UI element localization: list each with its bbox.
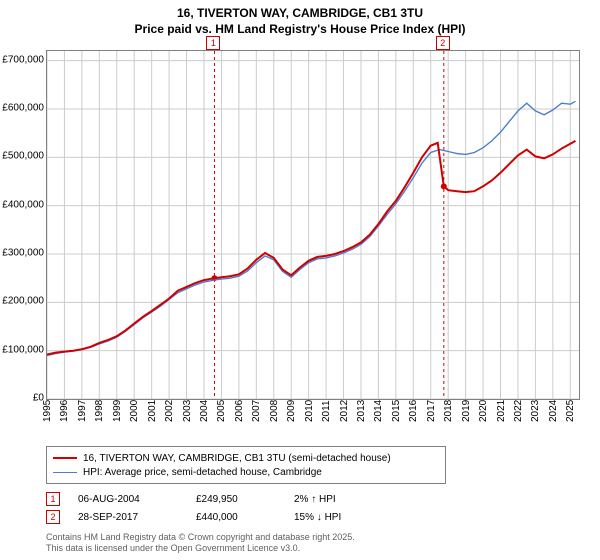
x-tick-label: 2015: [391, 400, 402, 422]
legend-swatch: [53, 457, 77, 459]
event-row: 1 06-AUG-2004 £249,950 2% ↑ HPI: [46, 490, 394, 508]
event-row: 2 28-SEP-2017 £440,000 15% ↓ HPI: [46, 508, 394, 526]
legend-label: 16, TIVERTON WAY, CAMBRIDGE, CB1 3TU (se…: [83, 453, 391, 464]
x-tick-label: 2016: [408, 400, 419, 422]
x-tick-label: 2018: [443, 400, 454, 422]
y-tick-label: £300,000: [2, 248, 44, 259]
chart-container: 16, TIVERTON WAY, CAMBRIDGE, CB1 3TU Pri…: [0, 0, 600, 560]
x-tick-label: 2002: [164, 400, 175, 422]
x-tick-label: 2007: [251, 400, 262, 422]
x-tick-label: 2001: [147, 400, 158, 422]
x-tick-label: 2020: [478, 400, 489, 422]
y-tick-label: £400,000: [2, 199, 44, 210]
x-tick-label: 1998: [94, 400, 105, 422]
legend-item-hpi: HPI: Average price, semi-detached house,…: [53, 465, 439, 479]
marker-box: 2: [436, 36, 450, 50]
y-tick-label: £700,000: [2, 54, 44, 65]
x-tick-label: 2008: [269, 400, 280, 422]
x-tick-label: 2019: [461, 400, 472, 422]
plot-svg: [47, 51, 579, 399]
x-tick-label: 2004: [199, 400, 210, 422]
event-pct: 15% ↓ HPI: [294, 512, 394, 523]
footer-line1: Contains HM Land Registry data © Crown c…: [46, 532, 355, 543]
x-tick-label: 2000: [129, 400, 140, 422]
legend-label: HPI: Average price, semi-detached house,…: [83, 467, 322, 478]
event-price: £440,000: [196, 512, 276, 523]
x-tick-label: 2017: [426, 400, 437, 422]
marker-box: 1: [206, 36, 220, 50]
x-tick-label: 2012: [339, 400, 350, 422]
event-marker-box: 2: [46, 510, 60, 524]
x-tick-label: 1996: [59, 400, 70, 422]
x-tick-label: 1995: [42, 400, 53, 422]
y-tick-label: £100,000: [2, 344, 44, 355]
event-date: 28-SEP-2017: [78, 512, 178, 523]
footer-line2: This data is licensed under the Open Gov…: [46, 543, 355, 554]
legend-swatch: [53, 472, 77, 473]
event-pct: 2% ↑ HPI: [294, 494, 394, 505]
chart-title-line1: 16, TIVERTON WAY, CAMBRIDGE, CB1 3TU: [0, 0, 600, 22]
x-tick-label: 1997: [77, 400, 88, 422]
x-tick-label: 2023: [530, 400, 541, 422]
x-axis: 1995199619971998199920002001200220032004…: [46, 400, 580, 440]
x-tick-label: 2021: [496, 400, 507, 422]
event-date: 06-AUG-2004: [78, 494, 178, 505]
x-tick-label: 2003: [182, 400, 193, 422]
events-table: 1 06-AUG-2004 £249,950 2% ↑ HPI 2 28-SEP…: [46, 490, 394, 526]
x-tick-label: 2014: [373, 400, 384, 422]
footer: Contains HM Land Registry data © Crown c…: [46, 532, 355, 554]
event-price: £249,950: [196, 494, 276, 505]
x-tick-label: 2009: [286, 400, 297, 422]
plot-area: [46, 50, 580, 400]
x-tick-label: 2005: [216, 400, 227, 422]
y-tick-label: £600,000: [2, 103, 44, 114]
legend: 16, TIVERTON WAY, CAMBRIDGE, CB1 3TU (se…: [46, 446, 446, 484]
chart-title-line2: Price paid vs. HM Land Registry's House …: [0, 22, 600, 36]
x-tick-label: 2006: [234, 400, 245, 422]
event-marker-box: 1: [46, 492, 60, 506]
x-tick-label: 2010: [304, 400, 315, 422]
y-tick-label: £500,000: [2, 151, 44, 162]
legend-item-price-paid: 16, TIVERTON WAY, CAMBRIDGE, CB1 3TU (se…: [53, 451, 439, 465]
x-tick-label: 1999: [112, 400, 123, 422]
y-axis: £0£100,000£200,000£300,000£400,000£500,0…: [0, 50, 46, 400]
x-tick-label: 2022: [513, 400, 524, 422]
x-tick-label: 2013: [356, 400, 367, 422]
x-tick-label: 2025: [565, 400, 576, 422]
y-tick-label: £200,000: [2, 296, 44, 307]
x-tick-label: 2024: [548, 400, 559, 422]
x-tick-label: 2011: [321, 400, 332, 422]
